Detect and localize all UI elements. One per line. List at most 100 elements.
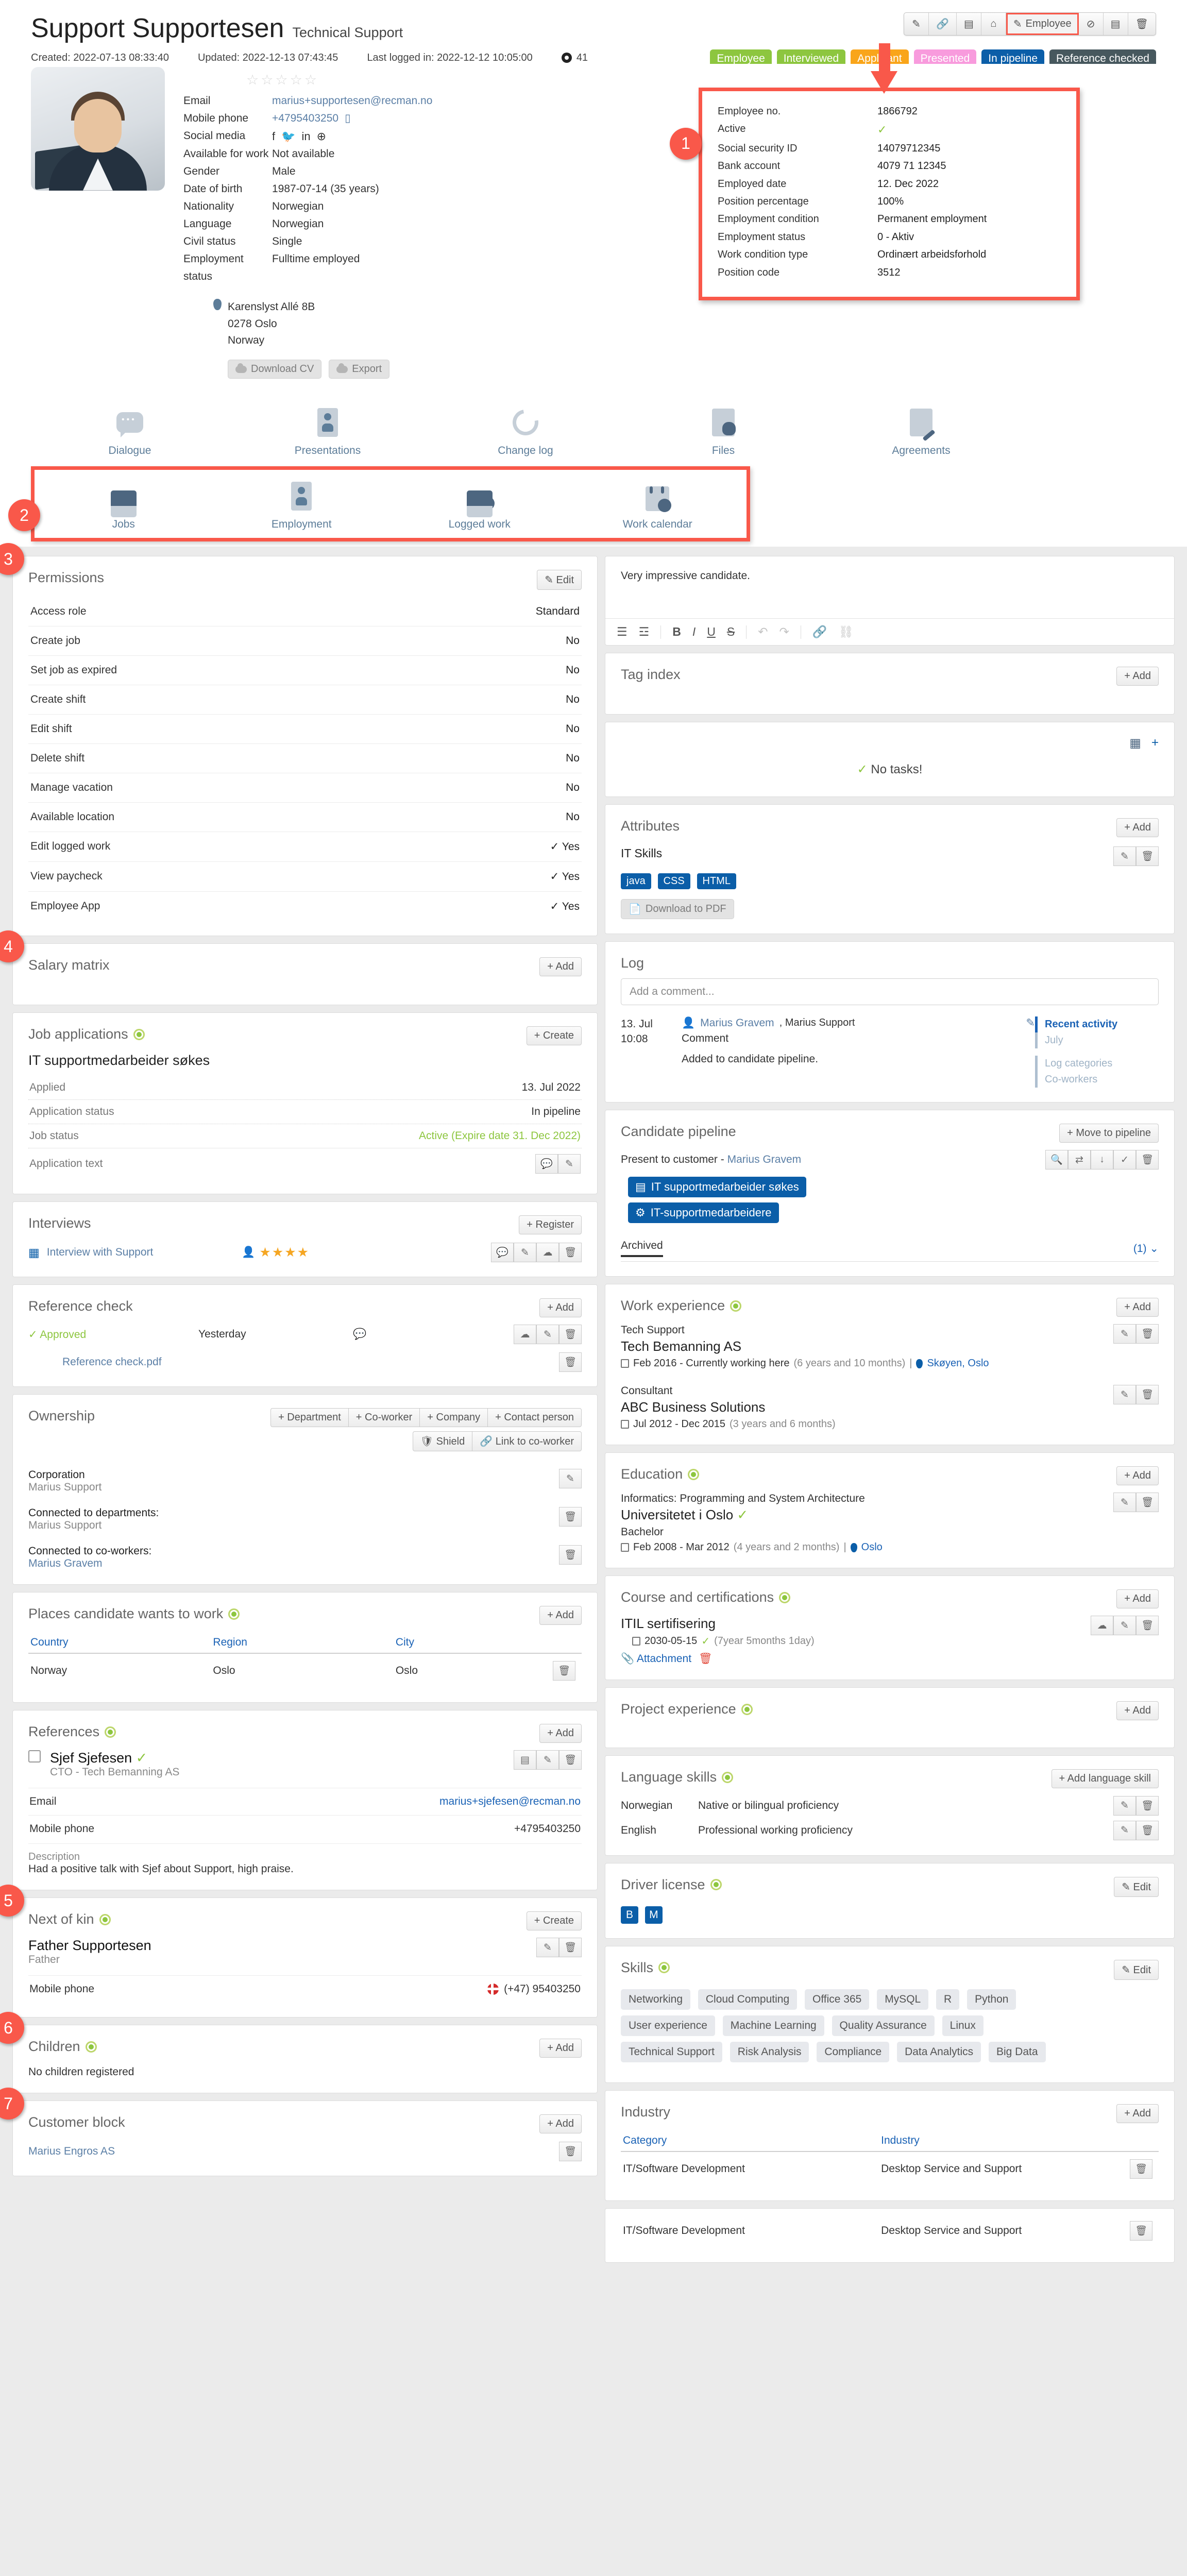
reference-check-add-button[interactable]: + Add <box>539 1298 582 1318</box>
nav-item-dialogue[interactable]: ••• Dialogue <box>31 396 229 464</box>
phone-icon[interactable]: ▯ <box>345 112 351 124</box>
unlock-icon[interactable]: ⌂ <box>981 13 1006 35</box>
column-header[interactable]: Category <box>621 2130 879 2152</box>
list-settings-icon[interactable]: ▤ <box>1104 13 1128 35</box>
link-icon[interactable]: 🔗 <box>812 625 827 639</box>
trash-icon[interactable]: 🗑 <box>559 1243 582 1263</box>
pencil-icon[interactable]: ✎ <box>1113 1385 1136 1405</box>
nav-item-files[interactable]: Files <box>624 396 822 464</box>
trash-icon[interactable]: 🗑 <box>699 1653 713 1665</box>
comment-icon[interactable]: 💬 <box>535 1154 558 1174</box>
unordered-list-icon[interactable]: ☲ <box>638 625 650 639</box>
edit-button[interactable]: ✎ <box>904 13 929 35</box>
pencil-icon[interactable]: ✎ <box>1113 846 1136 867</box>
shield-button[interactable]: 🛡 Shield <box>412 1431 472 1452</box>
trash-icon[interactable]: 🗑 <box>1136 1324 1159 1344</box>
redo-icon[interactable]: ↷ <box>779 625 789 639</box>
mobile-value[interactable]: +4795403250 <box>272 112 339 124</box>
add-comment-input[interactable]: Add a comment... <box>621 978 1159 1006</box>
courses-add-button[interactable]: + Add <box>1116 1589 1159 1609</box>
attachment-link[interactable]: 📎 Attachment <box>621 1653 692 1665</box>
strikethrough-icon[interactable]: S <box>726 625 735 639</box>
trash-icon[interactable]: 🗑 <box>1136 1820 1159 1840</box>
trash-icon[interactable]: 🗑 <box>1136 1795 1159 1816</box>
add-coworker-button[interactable]: + Co-worker <box>348 1408 420 1428</box>
nav-item-jobs[interactable]: Jobs <box>35 470 213 538</box>
block-icon[interactable]: ⊘ <box>1079 13 1104 35</box>
pipeline-chip-group[interactable]: ⚙ IT-supportmedarbeidere <box>628 1202 779 1224</box>
education-add-button[interactable]: + Add <box>1116 1466 1159 1486</box>
log-filter-recent-activity[interactable]: Recent activity <box>1035 1016 1159 1033</box>
pipeline-chip-job[interactable]: ▤ IT supportmedarbeider søkes <box>628 1177 806 1198</box>
add-company-button[interactable]: + Company <box>419 1408 488 1428</box>
trash-icon[interactable]: 🗑 <box>553 1661 575 1681</box>
search-icon[interactable]: 🔍 <box>1045 1150 1068 1170</box>
column-header[interactable]: Industry <box>879 2130 1128 2152</box>
archived-count[interactable]: (1) ⌄ <box>1133 1242 1159 1255</box>
permissions-edit-button[interactable]: ✎ Edit <box>537 570 582 590</box>
reference-check-file-link[interactable]: Reference check.pdf <box>62 1356 162 1368</box>
column-header[interactable]: City <box>393 1632 551 1654</box>
log-filter-july[interactable]: July <box>1035 1032 1159 1049</box>
trash-icon[interactable]: 🗑 <box>1136 1150 1159 1170</box>
pencil-icon[interactable]: ✎ <box>514 1243 536 1263</box>
trash-icon[interactable]: 🗑 <box>559 2142 582 2162</box>
calendar-icon[interactable]: ▦ <box>1129 736 1141 751</box>
link-icon[interactable]: 🔗 <box>929 13 957 35</box>
download-cv-button[interactable]: Download CV <box>228 360 322 379</box>
trash-icon[interactable]: 🗑 <box>559 1325 582 1345</box>
linkedin-icon[interactable]: in <box>301 129 311 143</box>
trash-icon[interactable]: 🗑 <box>559 1750 582 1770</box>
places-add-button[interactable]: + Add <box>539 1606 582 1625</box>
add-department-button[interactable]: + Department <box>270 1408 348 1428</box>
pencil-icon[interactable]: ✎ <box>559 1469 582 1489</box>
pencil-icon[interactable]: ✎ <box>1113 1324 1136 1344</box>
trash-icon[interactable]: 🗑 <box>559 1352 582 1372</box>
log-filter-coworkers[interactable]: Co-workers <box>1035 1072 1159 1088</box>
facebook-icon[interactable]: f <box>272 129 276 143</box>
download-icon[interactable]: ↓ <box>1091 1150 1113 1170</box>
note-text[interactable]: Very impressive candidate. <box>621 570 750 582</box>
trash-icon[interactable]: 🗑 <box>1130 2159 1152 2179</box>
pencil-icon[interactable]: ✎ <box>536 1938 559 1958</box>
nav-item-logged-work[interactable]: Logged work <box>391 470 569 538</box>
bold-icon[interactable]: B <box>672 625 681 639</box>
ordered-list-icon[interactable]: ☰ <box>617 625 628 639</box>
nav-item-presentations[interactable]: Presentations <box>229 396 427 464</box>
coworker-value[interactable]: Marius Gravem <box>28 1557 103 1570</box>
check-icon[interactable]: ✓ <box>1113 1150 1136 1170</box>
customer-block-item[interactable]: Marius Engros AS <box>28 2145 115 2158</box>
references-add-button[interactable]: + Add <box>539 1724 582 1743</box>
pencil-icon[interactable]: ✎ <box>1113 1493 1136 1513</box>
cloud-download-icon[interactable]: ☁ <box>514 1325 536 1345</box>
interview-register-button[interactable]: + Register <box>519 1215 582 1235</box>
children-add-button[interactable]: + Add <box>539 2039 582 2058</box>
driver-license-edit-button[interactable]: ✎ Edit <box>1114 1876 1159 1897</box>
customer-block-add-button[interactable]: + Add <box>539 2114 582 2134</box>
log-entry-author[interactable]: Marius Gravem <box>700 1016 774 1029</box>
unlink-icon[interactable]: ⛓ <box>838 625 854 639</box>
industry-add-button[interactable]: + Add <box>1116 2104 1159 2123</box>
nav-item-work-calendar[interactable]: Work calendar <box>569 470 747 538</box>
id-card-icon[interactable]: ▤ <box>957 13 981 35</box>
pencil-icon[interactable]: ✎ <box>1113 1820 1136 1840</box>
comment-icon[interactable]: 💬 <box>491 1243 514 1263</box>
trash-icon[interactable]: 🗑 <box>559 1545 582 1565</box>
trash-icon[interactable]: 🗑 <box>1135 19 1148 30</box>
trash-icon[interactable]: 🗑 <box>559 1938 582 1958</box>
employee-button[interactable]: ✎ Employee <box>1006 13 1079 35</box>
next-of-kin-create-button[interactable]: + Create <box>526 1911 582 1931</box>
nav-item-change-log[interactable]: Change log <box>427 396 624 464</box>
header-toolbar[interactable]: ✎ 🔗 ▤ ⌂ ✎ Employee ⊘ ▤ 🗑 <box>904 12 1156 36</box>
reference-email[interactable]: marius+sjefesen@recman.no <box>439 1795 581 1808</box>
log-filter-categories[interactable]: Log categories <box>1035 1056 1159 1072</box>
email-value[interactable]: marius+supportesen@recman.no <box>272 94 433 107</box>
trash-icon[interactable]: 🗑 <box>1136 1616 1159 1636</box>
project-experience-add-button[interactable]: + Add <box>1116 1701 1159 1721</box>
attribute-chip[interactable]: HTML <box>697 873 736 890</box>
move-to-pipeline-button[interactable]: + Move to pipeline <box>1059 1124 1159 1143</box>
attributes-add-button[interactable]: + Add <box>1116 818 1159 838</box>
pencil-icon[interactable]: ✎ <box>1113 1795 1136 1816</box>
cloud-upload-icon[interactable]: ☁ <box>536 1243 559 1263</box>
trash-icon[interactable]: 🗑 <box>559 1507 582 1527</box>
